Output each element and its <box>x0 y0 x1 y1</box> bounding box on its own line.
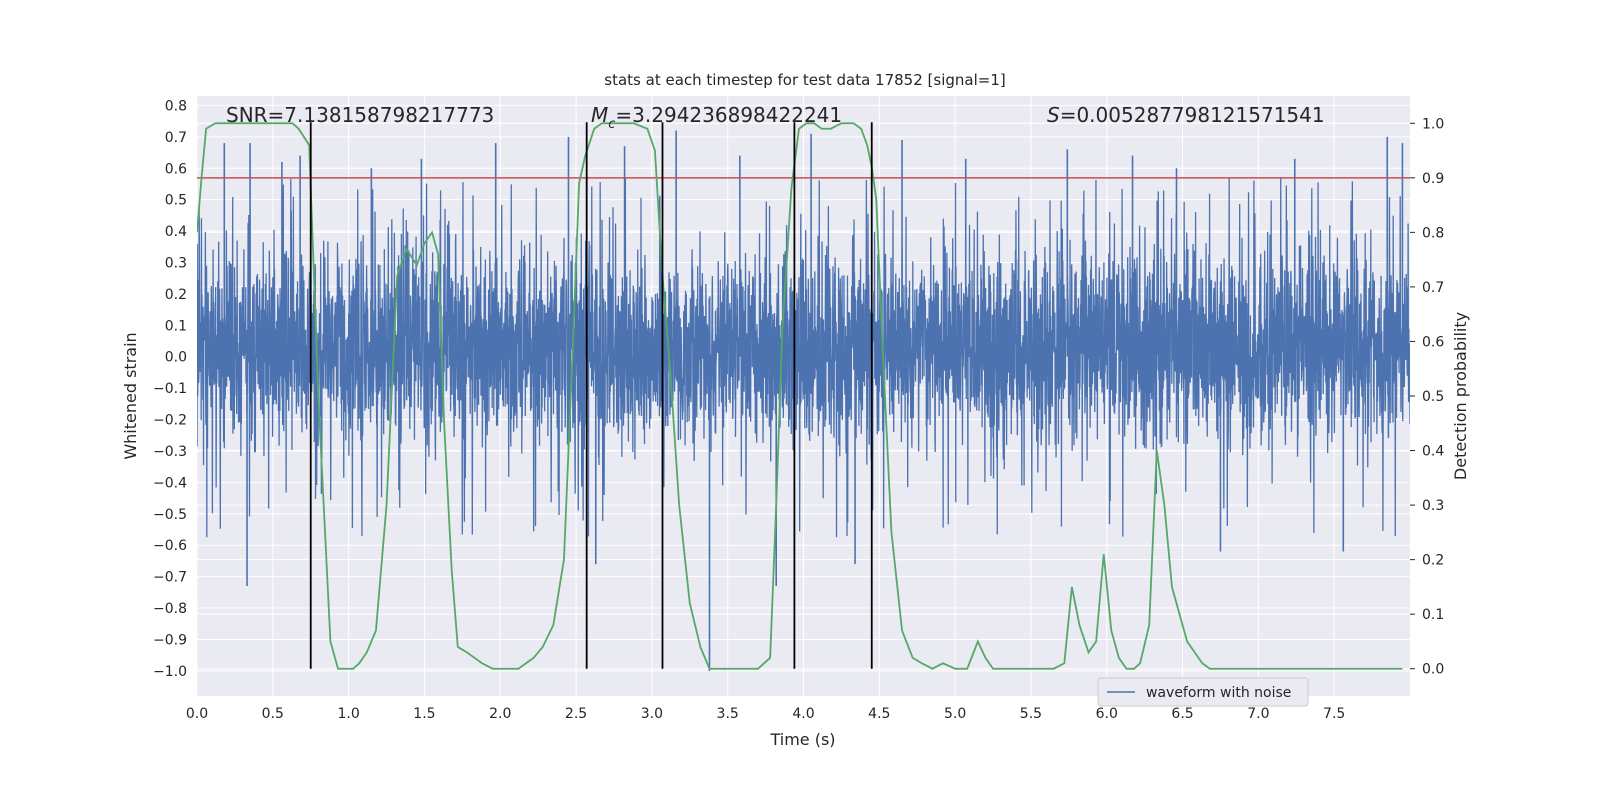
right-tick-label: 0.7 <box>1422 280 1444 296</box>
y-tick-label: −0.7 <box>153 570 187 586</box>
chirp-mass-value: =3.294236898422241 <box>615 103 842 127</box>
chirp-mass-annotation: Mc=3.294236898422241 <box>591 103 842 132</box>
y-tick-label: 0.3 <box>165 255 187 271</box>
right-tick-label: 1.0 <box>1422 116 1444 132</box>
right-tick-label: 0.9 <box>1422 171 1444 187</box>
x-tick-label: 0.5 <box>262 706 284 722</box>
right-tick-label: 0.4 <box>1422 444 1444 460</box>
y-tick-labels: 0.8 0.7 0.6 0.5 0.4 0.3 0.2 0.1 0.0 −0.1 −0.2 −0.3 −… <box>153 98 187 679</box>
right-tick-label: 0.5 <box>1422 389 1444 405</box>
chart-title: stats at each timestep for test data 178… <box>604 71 1005 89</box>
x-tick-label: 1.0 <box>337 706 359 722</box>
legend-label: waveform with noise <box>1146 685 1291 701</box>
x-tick-label: 4.0 <box>792 706 814 722</box>
right-tick-label: 0.6 <box>1422 334 1444 350</box>
x-tick-label: 5.5 <box>1020 706 1042 722</box>
right-tick-label: 0.2 <box>1422 553 1444 569</box>
y-tick-label: 0.2 <box>165 287 187 303</box>
y-tick-label: −0.5 <box>153 507 187 523</box>
waveform-peaks <box>223 130 1404 671</box>
right-tick-label: 0.0 <box>1422 662 1444 678</box>
y-tick-label: 0.4 <box>165 224 187 240</box>
x-tick-label: 7.0 <box>1247 706 1269 722</box>
signal-window-lines <box>309 122 873 669</box>
chirp-mass-symbol: M <box>591 103 608 127</box>
chirp-mass-subscript: c <box>608 117 615 132</box>
y-tick-label: 0.8 <box>165 98 187 114</box>
x-tick-label: 6.0 <box>1096 706 1118 722</box>
right-tick-labels: 1.0 0.9 0.8 0.7 0.6 0.5 0.4 0.3 0.2 0.1 0.0 <box>1410 116 1444 678</box>
x-tick-label: 7.5 <box>1323 706 1345 722</box>
x-tick-label: 5.0 <box>944 706 966 722</box>
x-tick-label: 2.5 <box>565 706 587 722</box>
s-symbol: S <box>1047 103 1060 127</box>
y-tick-label: −0.2 <box>153 413 187 429</box>
waveform-with-noise-line <box>197 177 1410 538</box>
x-axis-label: Time (s) <box>769 730 835 749</box>
x-tick-label: 1.5 <box>413 706 435 722</box>
y-tick-label: −0.1 <box>153 381 187 397</box>
right-tick-label: 0.3 <box>1422 498 1444 514</box>
x-tick-label: 0.0 <box>186 706 208 722</box>
snr-annotation: SNR=7.138158798217773 <box>226 103 494 127</box>
x-tick-label: 4.5 <box>868 706 890 722</box>
y-tick-label: −0.3 <box>153 444 187 460</box>
x-tick-labels: 0.0 0.5 1.0 1.5 2.0 2.5 3.0 3.5 4.0 4.5 5.0 5.5 6.0 6… <box>186 706 1345 722</box>
y-tick-label: −0.9 <box>153 632 187 648</box>
y-tick-label: 0.1 <box>165 318 187 334</box>
right-axis-label: Detection probability <box>1451 312 1470 480</box>
right-tick-label: 0.8 <box>1422 225 1444 241</box>
y-tick-label: −0.4 <box>153 475 187 491</box>
x-tick-label: 2.0 <box>489 706 511 722</box>
y-tick-label: −0.6 <box>153 538 187 554</box>
y-tick-label: 0.0 <box>165 350 187 366</box>
x-tick-label: 3.5 <box>717 706 739 722</box>
x-tick-label: 6.5 <box>1171 706 1193 722</box>
s-value: =0.005287798121571541 <box>1060 103 1325 127</box>
right-tick-label: 0.1 <box>1422 607 1444 623</box>
y-tick-label: 0.6 <box>165 161 187 177</box>
legend: waveform with noise <box>1097 677 1309 707</box>
y-tick-label: −0.8 <box>153 601 187 617</box>
y-tick-label: 0.5 <box>165 193 187 209</box>
legend-box <box>1097 677 1309 707</box>
x-tick-label: 3.0 <box>641 706 663 722</box>
y-tick-label: −1.0 <box>153 664 187 680</box>
y-tick-label: 0.7 <box>165 130 187 146</box>
s-annotation: S=0.005287798121571541 <box>1047 103 1325 127</box>
y-axis-label: Whitened strain <box>121 332 140 459</box>
